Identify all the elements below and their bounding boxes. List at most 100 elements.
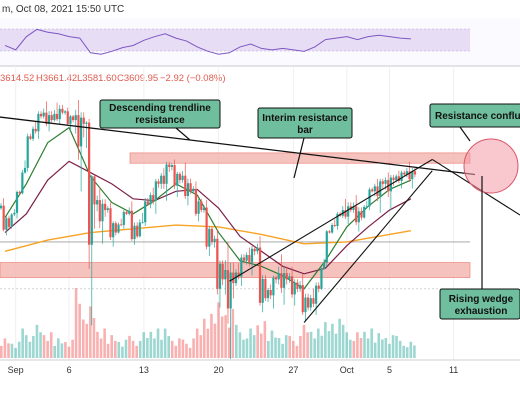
candle — [165, 161, 168, 201]
volume-bar — [67, 346, 71, 358]
candle — [306, 293, 310, 311]
volume-bar — [17, 341, 21, 358]
volume-bar — [295, 345, 299, 358]
volume-bar — [110, 335, 114, 358]
candle — [186, 178, 190, 206]
volume-bar — [114, 340, 117, 358]
candle — [69, 115, 72, 132]
candle — [360, 207, 363, 221]
volume-bar — [99, 338, 103, 358]
descending-trendline — [0, 116, 476, 176]
candle-body — [376, 186, 379, 197]
volume-bar — [359, 338, 363, 358]
candle-body — [66, 111, 69, 124]
volume-bar — [39, 332, 42, 358]
volume-bar — [227, 327, 231, 358]
candle — [21, 169, 24, 195]
candle-body — [290, 276, 294, 295]
volume-bar — [316, 328, 320, 358]
candle-body — [144, 201, 147, 223]
candle-body — [186, 183, 190, 197]
ema-slow-line — [4, 224, 412, 252]
candle — [90, 175, 93, 326]
candle-body — [125, 211, 128, 214]
candle — [23, 160, 27, 174]
candle-body — [379, 181, 382, 197]
volume-bar — [242, 339, 245, 358]
candle-body — [165, 164, 168, 184]
candle-body — [368, 189, 371, 207]
volume-bar — [146, 338, 149, 358]
candle-body — [266, 290, 270, 299]
volume-bar — [14, 347, 17, 358]
volume-bar — [409, 341, 413, 358]
candle-body — [323, 262, 326, 269]
candle — [208, 226, 211, 256]
candle-body — [237, 272, 240, 277]
candle-body — [224, 270, 227, 280]
candle-body — [256, 247, 259, 252]
candle-body — [400, 172, 403, 182]
volume-bar — [349, 339, 352, 358]
candle-body — [309, 298, 312, 308]
callout-interim-line1: Interim resistance — [262, 113, 348, 124]
candle — [277, 266, 280, 285]
trendlines — [0, 116, 520, 323]
candle-body — [77, 115, 80, 147]
candles — [0, 100, 417, 360]
candle-body — [347, 206, 350, 217]
volume-bar — [3, 338, 7, 358]
candle-body — [232, 272, 235, 284]
candle-body — [363, 206, 366, 218]
volume-bar — [327, 331, 331, 358]
volume-bar — [81, 319, 85, 358]
candle-body — [39, 113, 43, 117]
candle-body — [285, 273, 288, 280]
candle-body — [90, 176, 93, 245]
candle-body — [13, 212, 16, 215]
candle-body — [88, 122, 91, 245]
candle-body — [80, 117, 83, 147]
volume-bar — [128, 335, 131, 358]
candle-body — [293, 282, 296, 295]
resistance-zones — [0, 152, 471, 290]
volume-bar — [288, 335, 292, 358]
candle — [242, 254, 246, 264]
candle — [96, 195, 99, 212]
volume-bar — [231, 308, 235, 358]
x-tick-label: 11 — [449, 365, 458, 375]
volume-bar — [338, 318, 341, 358]
candle — [66, 107, 69, 127]
candle-body — [306, 297, 310, 308]
candle-body — [45, 112, 48, 124]
candle — [336, 211, 339, 230]
candle — [256, 243, 259, 255]
candle — [272, 275, 275, 309]
volume-bar — [103, 328, 106, 358]
candle — [226, 241, 230, 324]
candle-body — [403, 172, 406, 175]
candle-body — [71, 116, 75, 121]
candle — [389, 174, 392, 211]
candle-body — [26, 136, 29, 168]
candle-body — [205, 207, 208, 247]
candle-body — [2, 205, 5, 230]
candle — [304, 293, 307, 322]
candle — [325, 229, 328, 267]
candle — [162, 168, 165, 189]
x-tick-label: 13 — [139, 365, 149, 375]
candle-body — [301, 285, 304, 313]
candle — [202, 204, 206, 213]
candle — [45, 101, 48, 127]
volume-bar — [156, 328, 160, 358]
candle — [280, 254, 283, 293]
candle — [392, 174, 395, 186]
candle-body — [63, 111, 67, 113]
candle — [285, 266, 288, 285]
volume-bar — [138, 340, 142, 358]
candle — [18, 190, 21, 195]
candle — [347, 202, 350, 225]
candle — [74, 109, 77, 134]
volume-bar — [149, 331, 153, 358]
